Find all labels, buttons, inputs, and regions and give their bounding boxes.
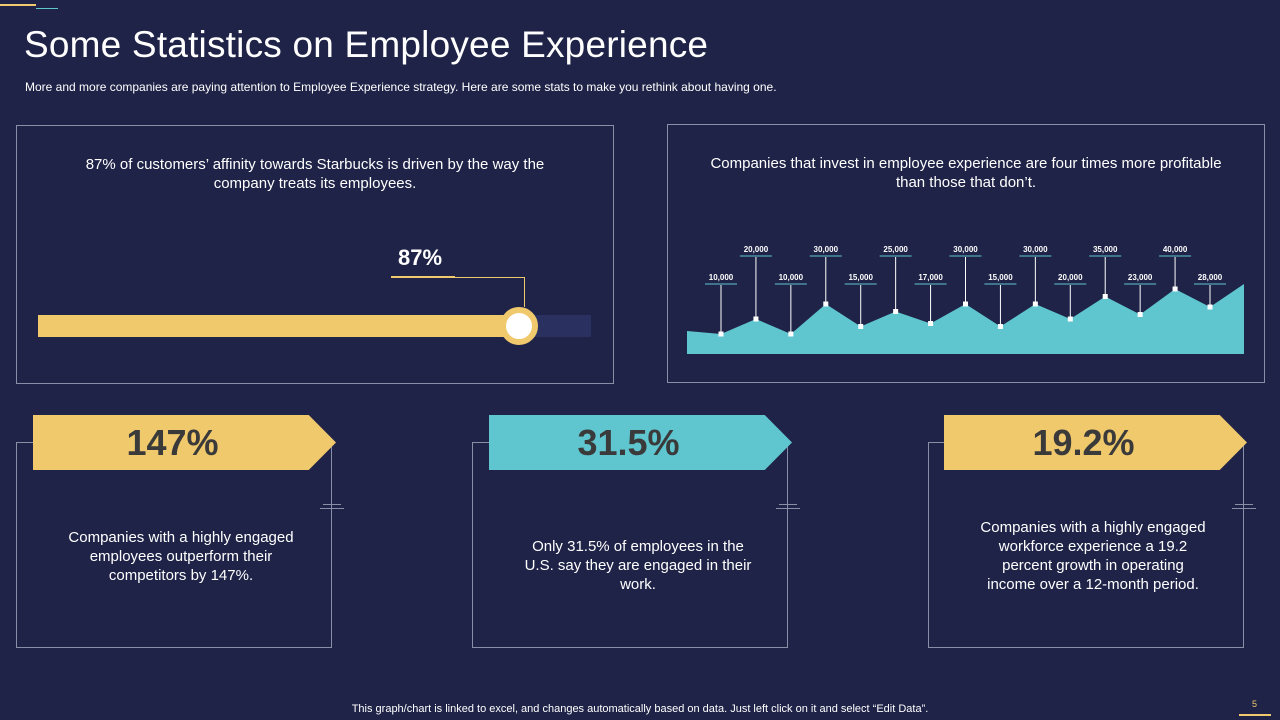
chart-data-point[interactable]	[718, 331, 724, 337]
card-bracket-mark	[1232, 508, 1256, 509]
stat-ribbon-19-2: 19.2%	[944, 415, 1247, 470]
chart-data-point[interactable]	[753, 316, 759, 322]
stat-text-31-5: Only 31.5% of employees in the U.S. say …	[524, 538, 752, 593]
chart-data-label: 25,000	[883, 245, 908, 254]
chart-data-label: 30,000	[1023, 245, 1048, 254]
chart-data-point[interactable]	[1102, 294, 1108, 299]
progress-knob[interactable]	[500, 307, 539, 345]
chart-data-point[interactable]	[1172, 286, 1178, 292]
chart-data-label: 17,000	[918, 273, 943, 282]
card-bracket-mark	[323, 504, 341, 505]
chart-data-point[interactable]	[893, 309, 899, 314]
chart-data-label: 10,000	[779, 273, 804, 282]
chart-data-label: 30,000	[814, 245, 839, 254]
chart-data-label: 20,000	[1058, 273, 1083, 282]
chart-data-label: 10,000	[709, 273, 734, 282]
card-bracket-mark	[779, 504, 797, 505]
stat-text-147: Companies with a highly engaged employee…	[68, 529, 294, 584]
chart-data-label: 15,000	[988, 273, 1013, 282]
profit-area-chart[interactable]: 10,000 20,000 10,000 30,000 15,000 25,000 17,0…	[667, 124, 1265, 383]
chart-data-label: 20,000	[744, 245, 769, 254]
chart-data-point[interactable]	[1137, 312, 1143, 317]
stat-ribbon-147: 147%	[33, 415, 336, 470]
chart-data-label: 15,000	[848, 273, 873, 282]
progress-leader-drop	[524, 277, 525, 307]
progress-leader-line	[391, 277, 525, 278]
profit-panel-text: Companies that invest in employee experi…	[710, 155, 1222, 191]
chart-data-point[interactable]	[963, 301, 968, 307]
profit-panel: Companies that invest in employee experi…	[667, 124, 1265, 383]
card-bracket-mark	[776, 508, 800, 509]
card-bracket-mark	[320, 508, 344, 509]
page-subtitle: More and more companies are paying atten…	[25, 80, 777, 94]
chart-data-point[interactable]	[928, 321, 934, 326]
page-number: 5	[1252, 699, 1258, 709]
chart-data-point[interactable]	[1032, 301, 1038, 307]
chart-data-label: 30,000	[953, 245, 978, 254]
top-accent-bar	[0, 4, 36, 6]
chart-data-label: 28,000	[1198, 273, 1223, 282]
starbucks-panel-text: 87% of customers’ affinity towards Starb…	[85, 156, 545, 192]
chart-data-point[interactable]	[858, 324, 864, 329]
chart-data-point[interactable]	[823, 301, 829, 307]
page-number-underline	[1239, 714, 1271, 716]
chart-data-point[interactable]	[788, 331, 794, 337]
stat-text-19-2: Companies with a highly engaged workforc…	[980, 519, 1206, 593]
progress-leader-underline	[391, 276, 455, 278]
chart-data-point[interactable]	[1067, 316, 1073, 322]
footer-note: This graph/chart is linked to excel, and…	[351, 703, 929, 715]
progress-fill	[38, 315, 520, 337]
chart-data-point[interactable]	[1207, 304, 1213, 310]
starbucks-panel: 87% of customers’ affinity towards Starb…	[16, 125, 614, 384]
stat-ribbon-31-5: 31.5%	[489, 415, 792, 470]
chart-data-label: 35,000	[1093, 245, 1118, 254]
chart-area-fill	[687, 284, 1244, 354]
progress-value-label: 87%	[398, 245, 443, 270]
top-accent-line	[36, 8, 58, 9]
card-bracket-mark	[1235, 504, 1253, 505]
chart-data-label: 40,000	[1163, 245, 1188, 254]
page-title: Some Statistics on Employee Experience	[24, 24, 709, 65]
chart-data-label: 23,000	[1128, 273, 1153, 282]
chart-data-point[interactable]	[997, 324, 1003, 329]
